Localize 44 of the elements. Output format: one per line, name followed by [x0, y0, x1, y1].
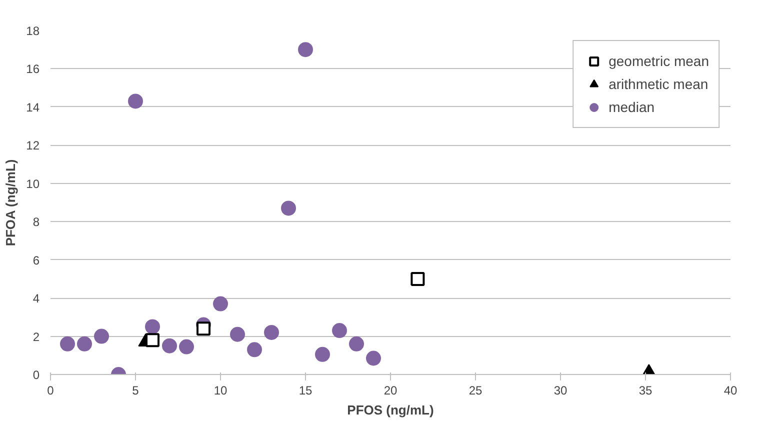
- point: [366, 350, 381, 366]
- legend-label: arithmetic mean: [608, 76, 708, 92]
- point: [349, 336, 364, 352]
- point: [94, 328, 109, 344]
- point: [281, 200, 296, 216]
- y-tick-label: 8: [32, 215, 40, 230]
- x-tick-label: 40: [724, 384, 738, 398]
- y-tick-label: 10: [26, 176, 40, 191]
- y-tick-label: 14: [26, 100, 40, 114]
- x-tick-label: 25: [468, 384, 482, 398]
- point: [230, 326, 245, 342]
- point: [410, 272, 425, 286]
- x-tick-label: 20: [384, 384, 398, 398]
- x-axis-title: PFOS (ng/mL): [347, 402, 434, 418]
- point: [77, 336, 92, 352]
- y-tick-label: 6: [32, 253, 40, 268]
- point: [196, 322, 210, 336]
- x-tick-label: 5: [132, 384, 140, 398]
- point: [247, 342, 262, 358]
- y-tick-label: 2: [32, 330, 40, 344]
- y-tick-label: 16: [26, 62, 40, 76]
- y-tick-label: 18: [26, 24, 40, 38]
- y-tick-label: 0: [32, 368, 40, 382]
- x-tick-label: 10: [214, 384, 228, 398]
- point: [213, 296, 228, 312]
- x-tick-label: 35: [638, 384, 652, 398]
- y-tick-label: 4: [32, 292, 40, 306]
- legend-label: geometric mean: [608, 53, 709, 69]
- point: [179, 339, 194, 354]
- point: [128, 94, 143, 109]
- point: [298, 42, 313, 58]
- x-tick-label: 0: [47, 384, 54, 398]
- x-tick-label: 30: [554, 384, 568, 398]
- point: [315, 346, 330, 362]
- y-tick-label: 12: [26, 138, 40, 153]
- y-axis-title: PFOA (ng/mL): [3, 159, 18, 246]
- point: [162, 338, 177, 354]
- point: [145, 319, 160, 334]
- legend-label: median: [608, 99, 655, 115]
- point: [264, 324, 279, 340]
- x-tick-label: 15: [298, 384, 312, 398]
- point: [146, 333, 160, 348]
- point: [332, 323, 347, 338]
- point: [60, 336, 75, 352]
